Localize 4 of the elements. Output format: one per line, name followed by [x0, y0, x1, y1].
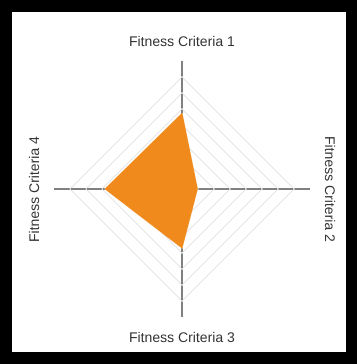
spoke-label: Fitness Criteria 2 — [322, 136, 338, 242]
spoke-label: Fitness Criteria 1 — [129, 33, 236, 49]
spoke-label: Fitness Criteria 3 — [129, 329, 236, 345]
spoke-label: Fitness Criteria 4 — [26, 136, 42, 242]
